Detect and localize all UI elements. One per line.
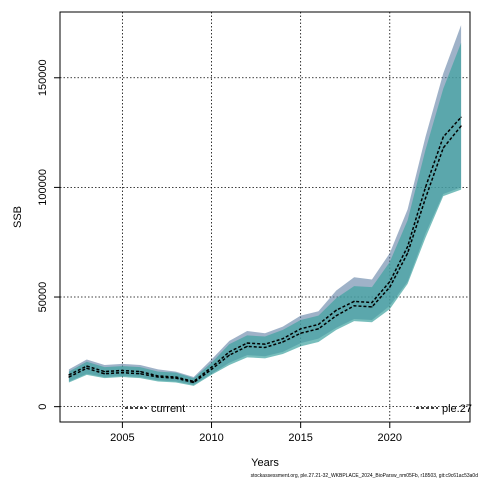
data-point bbox=[407, 245, 409, 248]
data-point bbox=[121, 372, 123, 374]
legend: current ple.27 bbox=[125, 403, 472, 415]
data-point bbox=[86, 365, 88, 367]
data-point bbox=[300, 328, 302, 330]
confidence-band-0 bbox=[68, 25, 462, 385]
legend-label: current bbox=[151, 403, 185, 415]
data-point bbox=[264, 343, 266, 345]
data-point bbox=[300, 332, 302, 334]
x-tick-label: 2015 bbox=[288, 432, 312, 444]
data-point bbox=[246, 342, 248, 344]
data-point bbox=[68, 376, 70, 378]
data-point bbox=[353, 300, 355, 303]
data-point bbox=[424, 197, 427, 199]
data-point bbox=[460, 116, 462, 118]
data-point bbox=[442, 147, 444, 149]
data-point bbox=[389, 286, 391, 288]
y-axis-title: SSB bbox=[12, 206, 24, 228]
data-point bbox=[317, 323, 320, 326]
series-lines bbox=[68, 116, 462, 384]
footnote: stockassessment.org, ple.27.21-32_WKBPLA… bbox=[251, 473, 479, 479]
data-point bbox=[335, 315, 337, 317]
data-point bbox=[407, 252, 409, 254]
y-tick-label: 50000 bbox=[37, 282, 49, 313]
data-point bbox=[175, 377, 177, 379]
x-tick-label: 2020 bbox=[378, 432, 402, 444]
data-point bbox=[193, 380, 195, 383]
data-point bbox=[335, 309, 337, 311]
y-tick-label: 100000 bbox=[37, 169, 49, 206]
data-point bbox=[442, 136, 444, 138]
data-point bbox=[210, 368, 213, 370]
x-tick-label: 2010 bbox=[199, 432, 223, 444]
data-point bbox=[103, 373, 106, 375]
confidence-bands bbox=[68, 25, 462, 386]
data-point bbox=[210, 366, 213, 368]
data-point bbox=[282, 341, 284, 343]
y-tick-label: 150000 bbox=[37, 59, 49, 96]
data-point bbox=[228, 351, 230, 353]
data-point bbox=[371, 306, 373, 308]
data-point bbox=[139, 370, 141, 373]
data-point bbox=[371, 301, 373, 304]
data-point bbox=[103, 370, 106, 373]
data-point bbox=[157, 376, 159, 378]
legend-label: ple.27 bbox=[442, 403, 472, 415]
data-point bbox=[175, 376, 177, 378]
data-point bbox=[246, 345, 248, 347]
x-axis-title: Years bbox=[251, 457, 279, 469]
data-point bbox=[317, 328, 320, 330]
data-point bbox=[121, 369, 123, 372]
data-point bbox=[86, 367, 88, 369]
confidence-band-1 bbox=[68, 42, 462, 386]
x-axis: 2005 2010 2015 2020 bbox=[110, 422, 402, 444]
data-point bbox=[228, 354, 230, 356]
data-point bbox=[264, 346, 266, 349]
data-point bbox=[389, 281, 391, 283]
x-tick-label: 2005 bbox=[110, 432, 134, 444]
y-tick-label: 0 bbox=[37, 404, 49, 410]
data-point bbox=[139, 373, 141, 375]
data-point bbox=[193, 381, 195, 384]
data-point bbox=[282, 338, 284, 340]
data-point bbox=[424, 186, 427, 189]
plot-frame bbox=[59, 11, 471, 423]
y-axis: 0 50000 100000 150000 bbox=[37, 59, 60, 410]
data-point bbox=[460, 125, 462, 127]
data-point bbox=[353, 305, 355, 307]
data-point bbox=[68, 374, 70, 376]
